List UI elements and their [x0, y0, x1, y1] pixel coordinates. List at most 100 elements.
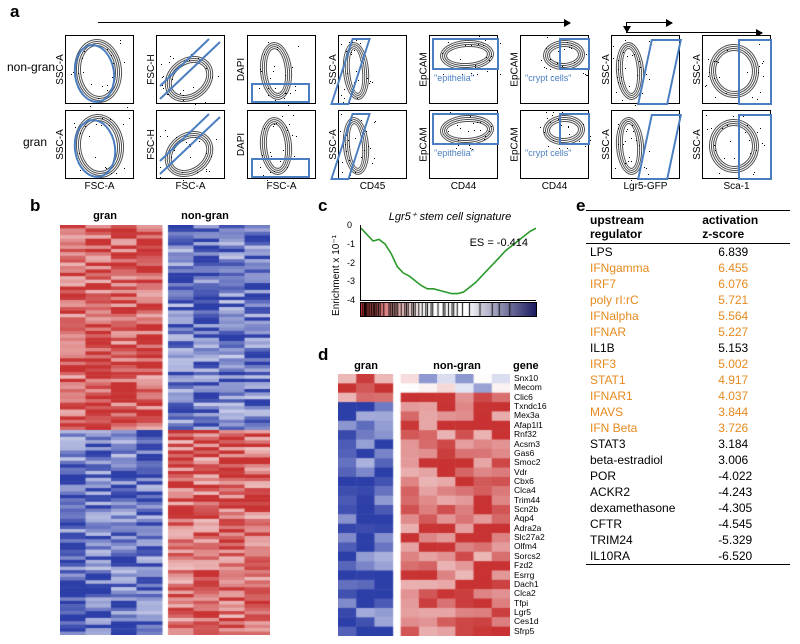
- row-label-nongran: non-gran: [7, 60, 55, 74]
- reg-z: 6.076: [698, 276, 790, 292]
- regulator-table: upstreamregulator activationz-score LPS …: [586, 210, 790, 565]
- facs-plot: "epithelia"EpCAM: [429, 35, 498, 104]
- facs-plot: "epithelia"CD44EpCAM: [429, 110, 498, 179]
- hm-d-title-gene: gene: [513, 360, 557, 372]
- reg-z: 3.006: [698, 452, 790, 468]
- reg-name: ACKR2: [586, 484, 698, 500]
- table-row: STAT3 3.184: [586, 436, 790, 452]
- table-row: IFN Beta 3.726: [586, 420, 790, 436]
- reg-z: -4.022: [698, 468, 790, 484]
- axis-y-label: FSC-H: [145, 36, 157, 103]
- panel-label-b: b: [30, 196, 40, 216]
- table-row: TRIM24 -5.329: [586, 532, 790, 548]
- reg-z: 5.153: [698, 340, 790, 356]
- reg-name: IL1B: [586, 340, 698, 356]
- axis-y-label: EpCAM: [509, 111, 521, 178]
- axis-x-label: CD45: [339, 181, 406, 192]
- axis-y-label: EpCAM: [509, 36, 521, 103]
- figure: a non-gran gran SSC-A FSC-HDAPISSC-A"epi…: [0, 0, 800, 644]
- panel-label-c: c: [318, 196, 327, 216]
- facs-row-gran: FSC-ASSC-A FSC-AFSC-HFSC-ADAPICD45SSC-A"…: [65, 110, 771, 179]
- axis-x-label: Lgr5-GFP: [612, 181, 679, 192]
- table-row: IFNalpha 5.564: [586, 308, 790, 324]
- reg-z: 5.227: [698, 324, 790, 340]
- enrich-ylabel: Enrichment x 10⁻¹: [326, 225, 346, 325]
- reg-z: 6.455: [698, 260, 790, 276]
- table-row: IL1B 5.153: [586, 340, 790, 356]
- facs-plot: FSC-ASSC-A: [65, 110, 134, 179]
- panel-label-e: e: [576, 196, 585, 216]
- facs-plot: FSC-ADAPI: [247, 110, 316, 179]
- gating-arrow-top: [98, 22, 570, 23]
- facs-plot: SSC-A: [338, 35, 407, 104]
- facs-plot: FSC-H: [156, 35, 225, 104]
- reg-name: IFNalpha: [586, 308, 698, 324]
- reg-name: IRF3: [586, 356, 698, 372]
- etable-h1: upstreamregulator: [586, 211, 698, 244]
- enrich-title: Lgr5⁺ stem cell signature: [360, 210, 540, 223]
- reg-z: -6.520: [698, 548, 790, 565]
- reg-name: TRIM24: [586, 532, 698, 548]
- gating-arrow-branch1: [626, 22, 672, 23]
- hm-d-title-gran: gran: [338, 360, 394, 372]
- reg-z: 3.726: [698, 420, 790, 436]
- reg-z: 5.002: [698, 356, 790, 372]
- row-label-gran: gran: [23, 135, 47, 149]
- reg-name: beta-estradiol: [586, 452, 698, 468]
- axis-x-label: Sca-1: [703, 181, 770, 192]
- facs-plot: "crypt cells"CD44EpCAM: [520, 110, 589, 179]
- axis-y-label: FSC-H: [145, 111, 157, 178]
- table-row: IRF7 6.076: [586, 276, 790, 292]
- axis-y-label: SSC-A: [327, 36, 339, 103]
- table-row: IL10RA -6.520: [586, 548, 790, 565]
- enrich-rank-bar: [360, 302, 537, 317]
- axis-y-label: SSC-A: [600, 111, 612, 178]
- axis-y-label: SSC-A: [54, 36, 66, 103]
- table-row: beta-estradiol 3.006: [586, 452, 790, 468]
- axis-y-label: SSC-A: [691, 36, 703, 103]
- panel-label-d: d: [318, 345, 328, 365]
- axis-y-label: EpCAM: [418, 36, 430, 103]
- reg-name: IL10RA: [586, 548, 698, 565]
- panel-e: upstreamregulator activationz-score LPS …: [586, 210, 790, 565]
- axis-y-label: SSC-A: [691, 111, 703, 178]
- facs-plot: CD45SSC-A: [338, 110, 407, 179]
- facs-plot: SSC-A: [65, 35, 134, 104]
- facs-plot: Sca-1SSC-A: [702, 110, 771, 179]
- reg-z: -5.329: [698, 532, 790, 548]
- axis-x-label: CD44: [430, 181, 497, 192]
- table-row: ACKR2 -4.243: [586, 484, 790, 500]
- axis-y-label: DAPI: [236, 36, 248, 103]
- hm-b-title-gran: gran: [70, 210, 140, 222]
- reg-name: IFNAR1: [586, 388, 698, 404]
- reg-z: 6.839: [698, 244, 790, 261]
- facs-plot: DAPI: [247, 35, 316, 104]
- axis-x-label: FSC-A: [157, 181, 224, 192]
- axis-y-label: SSC-A: [600, 36, 612, 103]
- reg-z: -4.545: [698, 516, 790, 532]
- table-row: LPS 6.839: [586, 244, 790, 261]
- axis-y-label: DAPI: [236, 111, 248, 178]
- table-row: IRF3 5.002: [586, 356, 790, 372]
- table-row: poly rI:rC 5.721: [586, 292, 790, 308]
- table-row: POR -4.022: [586, 468, 790, 484]
- gating-arrow-down: [626, 22, 627, 32]
- reg-z: 3.844: [698, 404, 790, 420]
- reg-name: IFNgamma: [586, 260, 698, 276]
- facs-plot: SSC-A: [611, 35, 680, 104]
- facs-plot: "crypt cells"EpCAM: [520, 35, 589, 104]
- reg-name: STAT1: [586, 372, 698, 388]
- reg-z: 4.037: [698, 388, 790, 404]
- hm-d-title-nongran: non-gran: [405, 360, 509, 372]
- gene-labels: Snx10MecomClic6Txndc16Mex3aAfap1l1Rnf32A…: [514, 374, 547, 636]
- reg-z: -4.243: [698, 484, 790, 500]
- gating-arrow-branch2: [626, 32, 762, 33]
- panel-c: Lgr5⁺ stem cell signature Enrichment x 1…: [330, 210, 540, 335]
- axis-y-label: EpCAM: [418, 111, 430, 178]
- reg-name: IRF7: [586, 276, 698, 292]
- table-row: dexamethasone -4.305: [586, 500, 790, 516]
- axis-x-label: FSC-A: [248, 181, 315, 192]
- hm-b-title-nongran: non-gran: [160, 210, 250, 222]
- axis-y-label: SSC-A: [54, 111, 66, 178]
- reg-name: CFTR: [586, 516, 698, 532]
